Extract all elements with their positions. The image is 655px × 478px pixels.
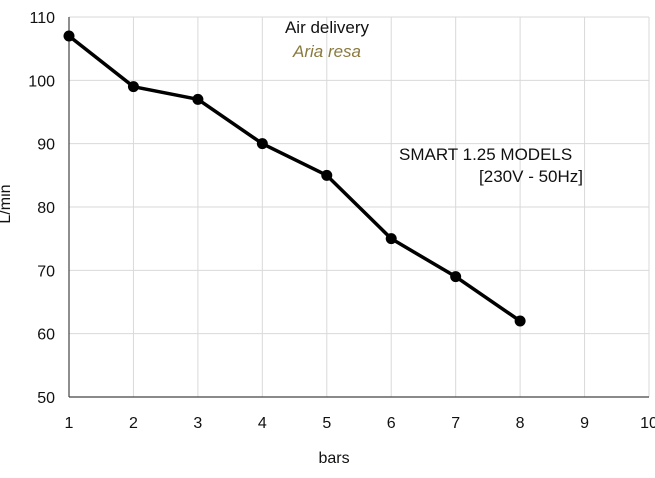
data-point-8 (514, 315, 526, 327)
chart-subtitle: Aria resa (292, 42, 361, 61)
y-tick-label-60: 60 (37, 327, 55, 344)
series-line (67, 34, 522, 323)
x-tick-label-7: 7 (451, 415, 460, 432)
x-tick-label-5: 5 (322, 415, 331, 432)
data-point-4 (256, 138, 268, 150)
x-tick-label-6: 6 (387, 415, 396, 432)
chart-title: Air delivery (285, 18, 370, 37)
data-point-1 (63, 30, 75, 42)
x-axis-label: bars (318, 450, 349, 467)
tick-labels: 50 60 70 80 90 100 110 1 2 3 4 5 6 7 8 9 10 (28, 10, 655, 432)
model-annotation-line2: [230V - 50Hz] (479, 167, 583, 186)
x-tick-label-10: 10 (640, 415, 655, 432)
x-tick-label-3: 3 (193, 415, 202, 432)
x-tick-label-1: 1 (65, 415, 74, 432)
y-tick-label-110: 110 (29, 10, 55, 27)
series (63, 30, 526, 327)
axes (68, 17, 649, 398)
y-tick-label-80: 80 (37, 200, 55, 217)
model-annotation-line1: SMART 1.25 MODELS (399, 145, 572, 164)
data-point-3 (192, 93, 204, 105)
grid (68, 16, 650, 398)
data-point-7 (450, 271, 462, 283)
x-tick-label-2: 2 (129, 415, 138, 432)
y-tick-label-100: 100 (28, 73, 55, 90)
data-point-6 (385, 233, 397, 245)
x-tick-label-9: 9 (580, 415, 589, 432)
x-tick-label-4: 4 (258, 415, 267, 432)
x-tick-label-8: 8 (516, 415, 525, 432)
y-tick-label-90: 90 (37, 137, 55, 154)
data-point-5 (321, 169, 333, 181)
y-axis-label: L/min (0, 184, 14, 223)
y-tick-label-70: 70 (37, 263, 55, 280)
y-tick-label-50: 50 (37, 390, 55, 407)
data-point-2 (127, 81, 139, 93)
